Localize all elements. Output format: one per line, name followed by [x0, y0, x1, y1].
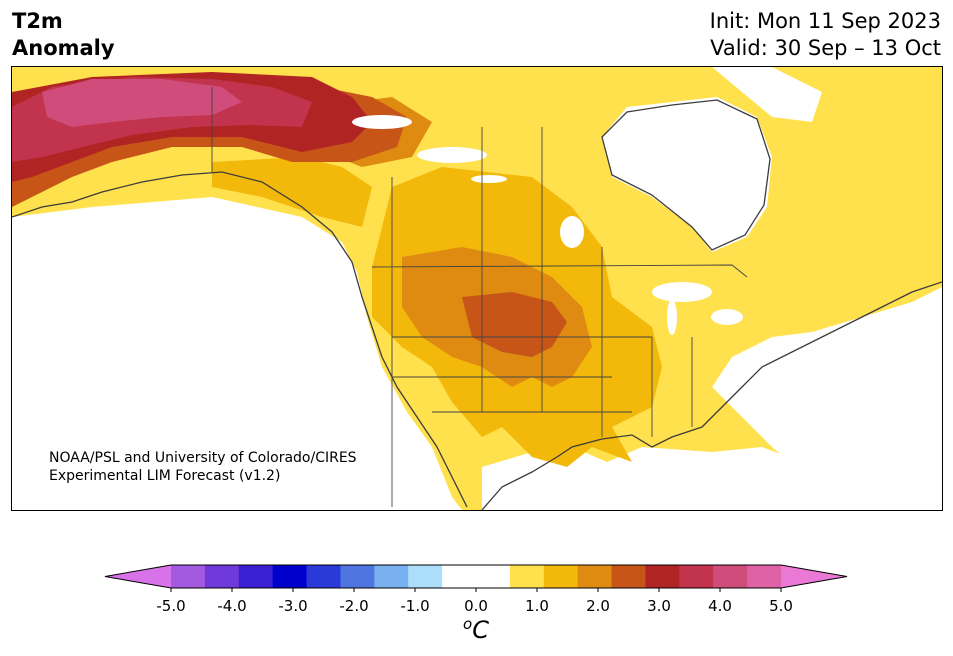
colorbar-cell	[442, 565, 477, 588]
colorbar-cell	[509, 565, 545, 588]
colorbar-cell	[272, 565, 308, 588]
map-canvas	[12, 67, 942, 510]
colorbar-cell	[476, 565, 511, 588]
anomaly-fill-2p0	[462, 292, 567, 357]
anomaly-fill-1p0-north	[212, 157, 372, 227]
gulf-caribbean	[482, 447, 847, 510]
coastlines	[12, 99, 942, 510]
colorbar-tick-label: 2.0	[586, 597, 610, 615]
anomaly-map	[11, 66, 943, 511]
colorbar-unit: oC	[463, 615, 489, 644]
lake-superior	[652, 282, 712, 302]
colorbar-cells	[104, 564, 848, 592]
title-dates: Init: Mon 11 Sep 2023 Valid: 30 Sep – 13…	[710, 8, 941, 62]
lake-winnipeg	[560, 216, 584, 248]
colorbar-tick-label: -5.0	[156, 597, 186, 615]
colorbar-tick-label: -3.0	[278, 597, 308, 615]
unit-degree: o	[463, 615, 473, 633]
mexico-white	[512, 492, 552, 510]
unit-letter: C	[472, 616, 489, 644]
colorbar-extend-low	[105, 565, 171, 588]
colorbar-tick-label: -4.0	[217, 597, 247, 615]
init-date: Init: Mon 11 Sep 2023	[709, 9, 941, 33]
pacific-ocean	[12, 197, 462, 510]
colorbar-cell	[747, 565, 782, 588]
colorbar-cell	[204, 565, 240, 588]
lake-huron	[711, 309, 743, 325]
colorbar-tick-label: 1.0	[525, 597, 549, 615]
valid-date: Valid: 30 Sep – 13 Oct	[710, 36, 941, 60]
credit-text: NOAA/PSL and University of Colorado/CIRE…	[49, 449, 357, 485]
colorbar-cell	[611, 565, 646, 588]
colorbar-cell	[374, 565, 409, 588]
colorbar-cell	[543, 565, 579, 588]
hudson-bay	[602, 97, 772, 252]
colorbar-tick-label: 5.0	[769, 597, 793, 615]
colorbar-cell	[577, 565, 613, 588]
title-variable: T2m Anomaly	[12, 8, 115, 62]
colorbar-cell	[171, 565, 206, 588]
title-variable-line2: Anomaly	[12, 36, 115, 60]
colorbar-tick-label: 3.0	[647, 597, 671, 615]
colorbar-tick-label: 4.0	[708, 597, 732, 615]
colorbar-cell	[340, 565, 375, 588]
colorbar	[104, 564, 848, 592]
colorbar-cell	[306, 565, 341, 588]
colorbar-cell	[408, 565, 443, 588]
colorbar-cell	[679, 565, 714, 588]
borders	[211, 87, 748, 507]
great-slave-lake	[417, 147, 487, 163]
colorbar-tick-label: 0.0	[464, 597, 488, 615]
colorbar-cell	[238, 565, 274, 588]
colorbar-extend-high	[781, 565, 847, 588]
colorbar-cell	[645, 565, 680, 588]
lake-athabasca	[471, 175, 507, 183]
colorbar-tick-label: -2.0	[339, 597, 369, 615]
anomaly-fill-3p5	[42, 79, 242, 127]
atlantic-ocean	[712, 287, 942, 510]
colorbar-tick-label: -1.0	[400, 597, 430, 615]
credit-line1: NOAA/PSL and University of Colorado/CIRE…	[49, 450, 357, 466]
credit-line2: Experimental LIM Forecast (v1.2)	[49, 468, 281, 484]
colorbar-cell	[713, 565, 748, 588]
lake-michigan	[667, 299, 677, 335]
arctic-water	[712, 67, 822, 122]
great-bear-lake	[352, 115, 412, 129]
title-variable-line1: T2m	[12, 9, 63, 33]
